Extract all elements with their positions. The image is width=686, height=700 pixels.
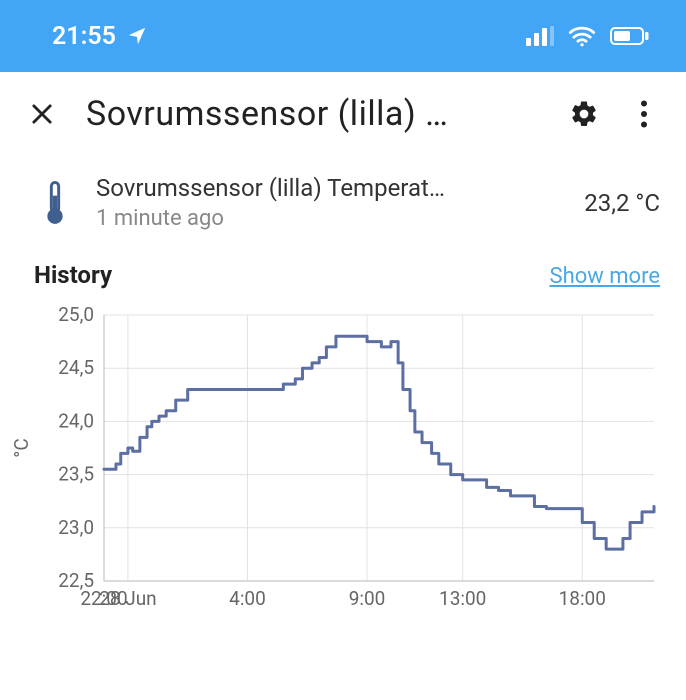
- svg-text:24,5: 24,5: [58, 356, 94, 379]
- close-icon: [28, 100, 56, 128]
- svg-text:4:00: 4:00: [229, 587, 266, 610]
- sensor-name: Sovrumssensor (lilla) Temperat…: [96, 174, 550, 202]
- history-title: History: [34, 261, 112, 289]
- gear-icon: [569, 99, 599, 129]
- sensor-value: 23,2 °C: [572, 189, 660, 217]
- sensor-info: Sovrumssensor (lilla) Temperat… 1 minute…: [96, 174, 550, 231]
- settings-button[interactable]: [564, 94, 604, 134]
- more-vertical-icon: [640, 100, 648, 128]
- svg-text:28 Jun: 28 Jun: [99, 587, 157, 610]
- svg-text:23,5: 23,5: [58, 463, 94, 486]
- battery-icon: [610, 26, 650, 46]
- chart-svg: 22,523,023,524,024,525,022:0028 Jun4:009…: [10, 303, 660, 613]
- svg-text:9:00: 9:00: [349, 587, 386, 610]
- svg-text:24,0: 24,0: [58, 409, 94, 432]
- svg-text:°C: °C: [10, 438, 33, 457]
- thermometer-icon: [36, 181, 74, 225]
- status-left: 21:55: [52, 22, 148, 51]
- close-button[interactable]: [22, 94, 62, 134]
- status-bar: 21:55: [0, 0, 686, 72]
- wifi-icon: [568, 25, 596, 47]
- status-time: 21:55: [52, 22, 116, 51]
- cellular-icon: [526, 26, 554, 46]
- svg-text:13:00: 13:00: [439, 587, 486, 610]
- svg-text:18:00: 18:00: [559, 587, 606, 610]
- sensor-summary: Sovrumssensor (lilla) Temperat… 1 minute…: [0, 144, 686, 255]
- svg-text:25,0: 25,0: [58, 303, 94, 326]
- sensor-updated: 1 minute ago: [96, 206, 550, 231]
- history-header: History Show more: [0, 255, 686, 299]
- page-title: Sovrumssensor (lilla) …: [82, 94, 544, 134]
- status-right: [526, 25, 650, 47]
- more-button[interactable]: [624, 94, 664, 134]
- show-more-link[interactable]: Show more: [550, 264, 660, 289]
- page-header: Sovrumssensor (lilla) …: [0, 72, 686, 144]
- history-chart: 22,523,023,524,024,525,022:0028 Jun4:009…: [0, 299, 686, 617]
- location-icon: [126, 25, 148, 47]
- svg-text:23,0: 23,0: [58, 516, 94, 539]
